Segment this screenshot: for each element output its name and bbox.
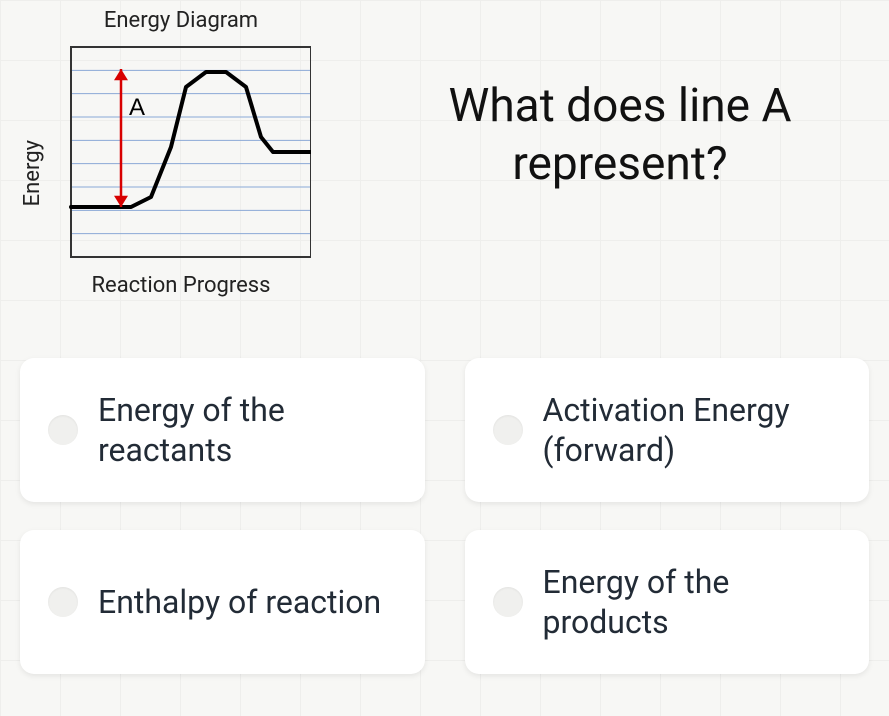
radio-icon — [48, 415, 78, 445]
x-axis-label: Reaction Progress — [91, 273, 270, 298]
answer-options: Energy of the reactants Activation Energ… — [0, 298, 889, 694]
option-activation-energy[interactable]: Activation Energy (forward) — [465, 358, 870, 502]
option-label: Energy of the products — [543, 562, 842, 642]
option-label: Enthalpy of reaction — [98, 582, 381, 622]
radio-icon — [48, 587, 78, 617]
chart-title: Energy Diagram — [104, 8, 258, 33]
question-text: What does line A represent? — [371, 8, 869, 193]
option-enthalpy[interactable]: Enthalpy of reaction — [20, 530, 425, 674]
svg-text:A: A — [129, 94, 145, 121]
option-label: Activation Energy (forward) — [543, 390, 842, 470]
question-header: Energy Energy Diagram A Reaction Progres… — [0, 0, 889, 298]
radio-icon — [493, 415, 523, 445]
option-label: Energy of the reactants — [98, 390, 397, 470]
energy-diagram-block: Energy Energy Diagram A Reaction Progres… — [20, 8, 311, 298]
option-energy-products[interactable]: Energy of the products — [465, 530, 870, 674]
energy-diagram-chart: A — [51, 37, 311, 267]
radio-icon — [493, 587, 523, 617]
diagram-column: Energy Diagram A Reaction Progress — [51, 8, 311, 298]
y-axis-label: Energy — [20, 100, 45, 206]
option-energy-reactants[interactable]: Energy of the reactants — [20, 358, 425, 502]
